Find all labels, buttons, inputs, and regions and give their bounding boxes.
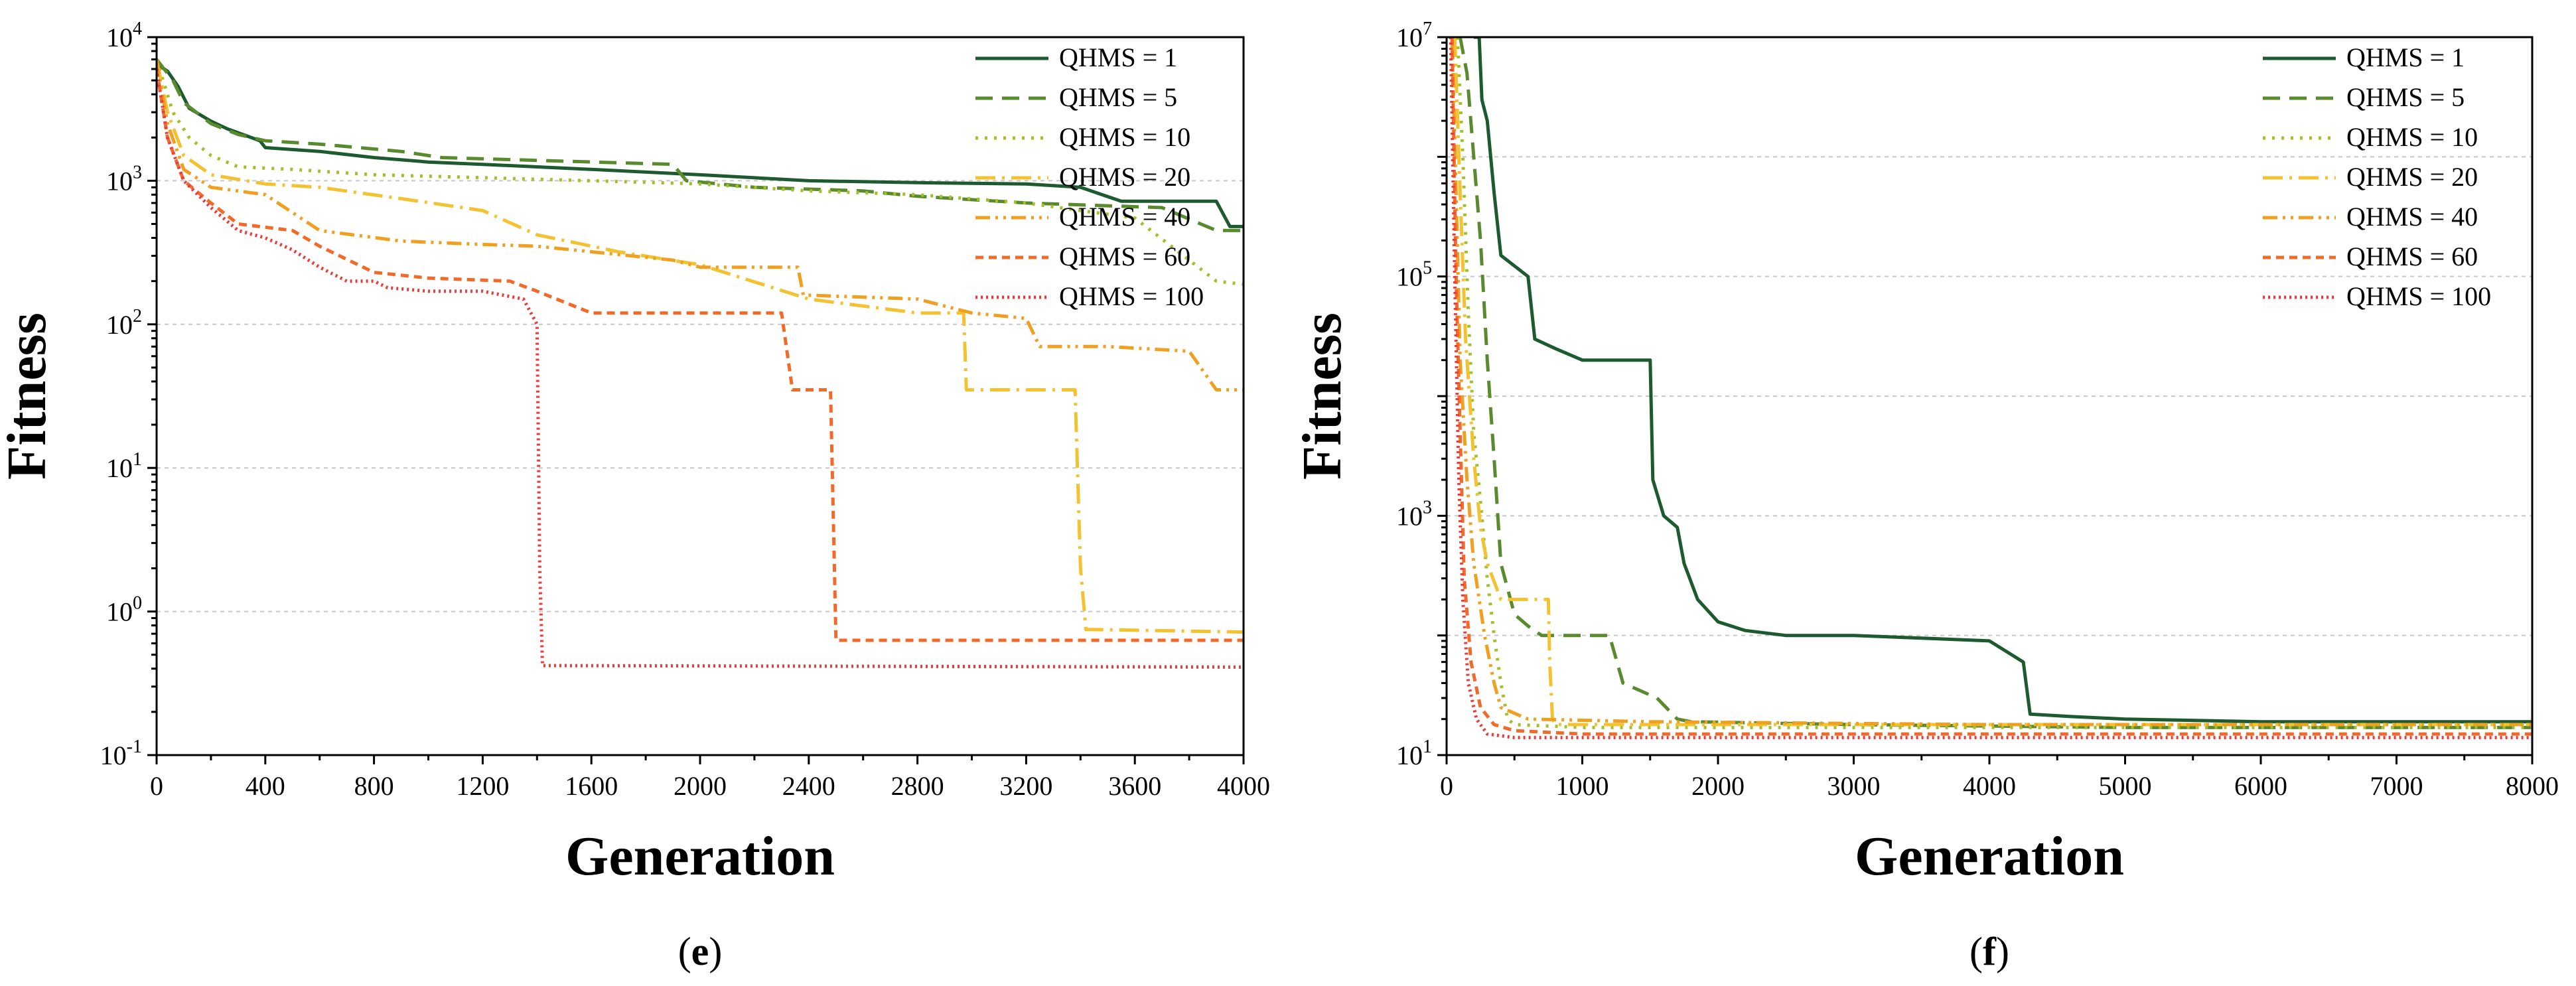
x-tick-label: 2400	[782, 771, 835, 801]
legend: QHMS = 1 QHMS = 5 QHMS = 10 QHMS = 20 QHMS =…	[975, 42, 1204, 311]
panel-e: 0 400 800 1200 1600 2000 2400 2800 3200 3600 4000 1…	[0, 19, 1270, 973]
series-line-6	[157, 68, 1244, 642]
x-tick-label: 0	[1440, 771, 1453, 801]
x-tick-label: 1000	[1556, 771, 1609, 801]
x-tick-label: 7000	[2370, 771, 2423, 801]
y-tick-label: 101	[1396, 737, 1432, 770]
legend-label-3: QHMS = 10	[1059, 122, 1190, 152]
y-tick-label: 102	[106, 306, 142, 340]
series-line-4	[1453, 37, 2532, 727]
series-line-5	[157, 59, 1244, 391]
legend-label-4: QHMS = 20	[1059, 162, 1190, 192]
series-line-3	[157, 58, 1244, 286]
x-tick-label: 3600	[1108, 771, 1161, 801]
y-tick-label: 104	[106, 19, 142, 52]
legend-label-5: QHMS = 40	[1059, 202, 1190, 232]
y-tick-label: 100	[106, 593, 142, 627]
legend-label-1: QHMS = 1	[1059, 42, 1177, 72]
x-axis-title: Generation	[1855, 825, 2124, 887]
y-tick-label: 103	[106, 162, 142, 196]
x-tick-label: 6000	[2234, 771, 2287, 801]
x-tick-label: 2800	[891, 771, 944, 801]
series-group	[1449, 37, 2532, 740]
series-line-1	[1473, 37, 2532, 724]
y-tick-label: 103	[1396, 497, 1432, 531]
legend-label-2: QHMS = 5	[1059, 82, 1177, 112]
y-axis: 10-1 100 101 102 103 104	[100, 19, 157, 770]
x-tick-label: 0	[150, 771, 163, 801]
series-line-6	[1450, 37, 2532, 736]
y-tick-label: 101	[106, 449, 142, 483]
x-tick-label: 3000	[1827, 771, 1881, 801]
panel-f: 0 1000 2000 3000 4000 5000 6000 7000 80001011031…	[1291, 19, 2559, 973]
x-axis: 0 400 800 1200 1600 2000 2400 2800 3200 3600 4000	[150, 755, 1270, 801]
x-tick-label: 8000	[2506, 771, 2559, 801]
x-tick-label: 1600	[565, 771, 618, 801]
legend-label-6: QHMS = 60	[2346, 242, 2478, 271]
y-axis-title: Fitness	[0, 313, 58, 480]
series-line-3	[1455, 37, 2532, 729]
x-tick-label: 4000	[1963, 771, 2016, 801]
x-tick-label: 2000	[1691, 771, 1745, 801]
x-tick-label: 1200	[456, 771, 509, 801]
legend-label-4: QHMS = 20	[2346, 162, 2478, 192]
series-line-4	[157, 58, 1244, 634]
x-tick-label: 5000	[2099, 771, 2152, 801]
legend-label-6: QHMS = 60	[1059, 242, 1190, 271]
panel-label: (f)	[1969, 930, 2009, 973]
y-axis: 101 103 105 107	[1396, 19, 1447, 770]
x-axis: 0 1000 2000 3000 4000 5000 6000 7000 8000	[1440, 755, 2559, 801]
x-tick-label: 800	[354, 771, 394, 801]
series-line-1	[157, 62, 1244, 228]
series-group	[157, 58, 1244, 669]
legend: QHMS = 1 QHMS = 5 QHMS = 10 QHMS = 20 QHMS =…	[2263, 42, 2491, 311]
y-tick-label: 105	[1396, 258, 1432, 292]
series-line-7	[157, 68, 1244, 669]
y-tick-label: 107	[1396, 19, 1432, 52]
y-tick-label: 10-1	[100, 737, 142, 770]
panel-label: (e)	[678, 930, 723, 973]
legend-label-1: QHMS = 1	[2346, 42, 2465, 72]
series-line-5	[1450, 37, 2532, 727]
series-line-2	[157, 58, 1244, 232]
gridlines	[1447, 156, 2532, 636]
legend-label-7: QHMS = 100	[2346, 281, 2491, 311]
x-axis-title: Generation	[565, 825, 835, 887]
x-tick-label: 400	[246, 771, 285, 801]
x-tick-label: 2000	[674, 771, 727, 801]
x-tick-label: 4000	[1217, 771, 1270, 801]
legend-label-2: QHMS = 5	[2346, 82, 2465, 112]
legend-label-3: QHMS = 10	[2346, 122, 2478, 152]
x-tick-label: 3200	[999, 771, 1052, 801]
legend-label-5: QHMS = 40	[2346, 202, 2478, 232]
y-axis-title: Fitness	[1291, 313, 1353, 480]
legend-label-7: QHMS = 100	[1059, 281, 1204, 311]
